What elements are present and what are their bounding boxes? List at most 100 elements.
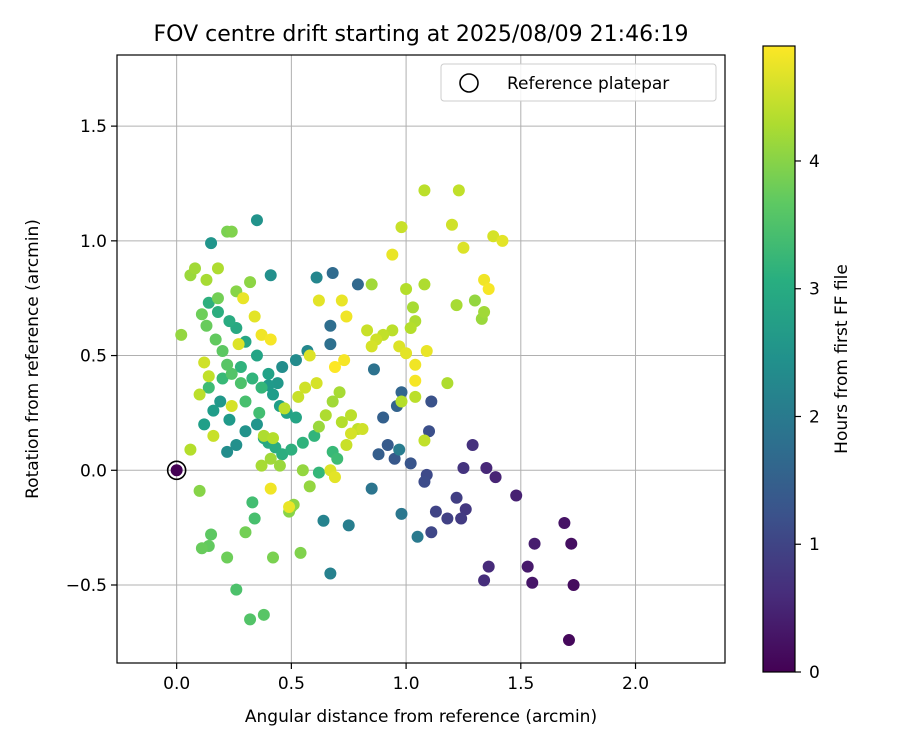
- data-point: [214, 395, 227, 408]
- data-point: [255, 381, 268, 394]
- data-point: [567, 578, 580, 591]
- data-point: [223, 413, 236, 426]
- data-point: [234, 361, 247, 374]
- data-point: [340, 439, 353, 452]
- data-point: [195, 542, 208, 555]
- data-point: [496, 234, 509, 247]
- legend-reference-marker: [459, 73, 479, 93]
- data-point: [400, 347, 413, 360]
- data-point: [239, 395, 252, 408]
- data-point: [328, 471, 341, 484]
- data-point: [193, 484, 206, 497]
- data-point: [445, 218, 458, 231]
- data-point: [257, 608, 270, 621]
- data-point: [482, 283, 495, 296]
- reference-point: [170, 464, 183, 477]
- colorbar-tick-label: 0: [809, 663, 820, 683]
- data-point: [202, 296, 215, 309]
- data-point: [388, 452, 401, 465]
- data-point: [225, 225, 238, 238]
- data-point: [299, 381, 312, 394]
- y-tick-label: −0.5: [66, 576, 107, 596]
- data-point: [324, 319, 337, 332]
- data-point: [409, 358, 422, 371]
- colorbar-ticks: 0 1 2 3 4: [795, 152, 820, 683]
- data-point: [393, 443, 406, 456]
- data-point: [441, 377, 454, 390]
- data-point: [244, 276, 257, 289]
- y-axis-ticks: −0.5 0.0 0.5 1.0 1.5: [66, 117, 117, 596]
- data-point: [420, 344, 433, 357]
- legend-label: Reference platepar: [507, 74, 669, 94]
- data-point: [482, 560, 495, 573]
- data-point: [367, 363, 380, 376]
- data-point: [526, 576, 539, 589]
- data-point: [409, 374, 422, 387]
- data-point: [395, 386, 408, 399]
- data-point: [510, 489, 523, 502]
- data-point: [250, 214, 263, 227]
- legend: Reference platepar: [440, 63, 717, 102]
- data-point: [317, 514, 330, 527]
- data-point: [283, 500, 296, 513]
- data-point: [255, 328, 268, 341]
- data-point: [289, 411, 302, 424]
- data-point: [404, 457, 417, 470]
- data-point: [205, 237, 218, 250]
- data-point: [195, 308, 208, 321]
- data-point: [345, 427, 358, 440]
- data-point: [267, 388, 280, 401]
- data-point: [271, 377, 284, 390]
- y-tick-label: 1.0: [80, 232, 107, 252]
- data-point: [489, 471, 502, 484]
- legend-box: [440, 63, 717, 102]
- data-point: [377, 411, 390, 424]
- data-point: [319, 409, 332, 422]
- data-point: [457, 241, 470, 254]
- data-point: [429, 505, 442, 518]
- data-point: [267, 551, 280, 564]
- data-point: [365, 482, 378, 495]
- data-point: [565, 537, 578, 550]
- data-point: [404, 322, 417, 335]
- data-point: [450, 491, 463, 504]
- data-point: [221, 551, 234, 564]
- data-point: [202, 370, 215, 383]
- data-point: [361, 324, 374, 337]
- data-point: [425, 526, 438, 539]
- data-point: [326, 395, 339, 408]
- data-point: [459, 503, 472, 516]
- data-point: [198, 418, 211, 431]
- data-point: [294, 546, 307, 559]
- data-point: [230, 439, 243, 452]
- y-tick-label: 1.5: [80, 117, 107, 137]
- data-point: [273, 459, 286, 472]
- data-point: [296, 464, 309, 477]
- data-point: [418, 434, 431, 447]
- data-point: [193, 388, 206, 401]
- data-point: [216, 344, 229, 357]
- data-point: [333, 386, 346, 399]
- data-point: [189, 262, 202, 275]
- data-point: [351, 278, 364, 291]
- data-point: [209, 333, 222, 346]
- data-point: [225, 367, 238, 380]
- data-point: [289, 354, 302, 367]
- data-point: [457, 461, 470, 474]
- data-point: [250, 418, 263, 431]
- data-point: [342, 519, 355, 532]
- y-tick-label: 0.5: [80, 347, 107, 367]
- data-point: [250, 349, 263, 362]
- data-point: [455, 512, 468, 525]
- data-point: [441, 512, 454, 525]
- data-point: [372, 448, 385, 461]
- data-point: [395, 395, 408, 408]
- x-axis-label: Angular distance from reference (arcmin): [245, 707, 597, 727]
- x-tick-label: 1.0: [393, 674, 420, 694]
- colorbar-gradient: [762, 45, 796, 673]
- data-point: [303, 480, 316, 493]
- colorbar-tick-label: 2: [809, 407, 820, 427]
- data-point: [285, 443, 298, 456]
- colorbar-label: Hours from first FF file: [832, 264, 852, 454]
- y-tick-label: 0.0: [80, 461, 107, 481]
